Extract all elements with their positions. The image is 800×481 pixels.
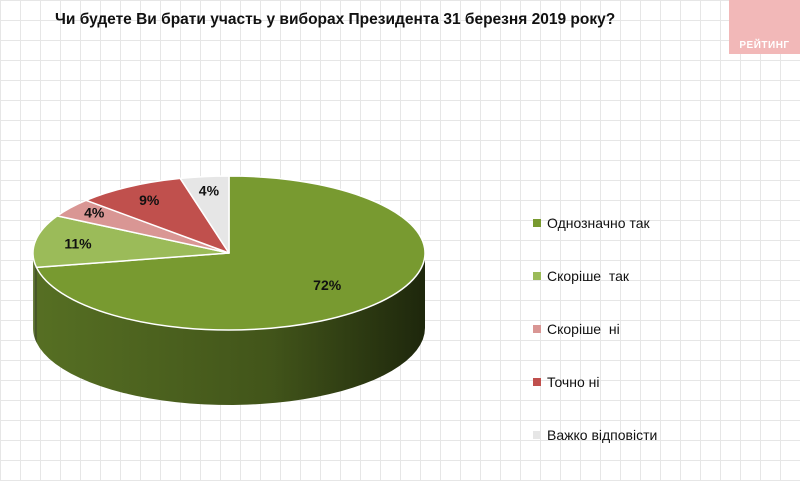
legend-label-1: Однозначно так bbox=[547, 214, 650, 231]
slice-value-label-2: 11% bbox=[64, 236, 92, 252]
legend-swatch-1 bbox=[533, 218, 541, 227]
pie-slice-5 bbox=[179, 175, 230, 254]
pie-labels: 72% 11% 4% 9% 4% bbox=[64, 182, 341, 293]
legend-label-2: Скоріше так bbox=[547, 267, 630, 284]
legend-swatch-3 bbox=[533, 324, 541, 333]
legend-swatch-4 bbox=[533, 377, 541, 386]
brand-logo: РЕЙТИНГ bbox=[729, 0, 800, 54]
pie-side-2 bbox=[33, 253, 37, 343]
legend-swatch-5 bbox=[533, 430, 541, 439]
slice-value-label-4: 9% bbox=[139, 192, 160, 208]
pie-slice-2 bbox=[32, 215, 230, 269]
legend-item-3: Скоріше ні bbox=[533, 302, 657, 355]
legend-label-5: Важко відповісти bbox=[547, 426, 658, 443]
legend-swatch-2 bbox=[533, 271, 541, 280]
chart-title: Чи будете Ви брати участь у виборах През… bbox=[55, 11, 616, 28]
legend-item-4: Точно ні bbox=[533, 355, 657, 408]
pie-side-1 bbox=[36, 253, 425, 405]
logo-text: РЕЙТИНГ bbox=[739, 40, 790, 51]
pie-top bbox=[32, 175, 426, 331]
legend-item-1: Однозначно так bbox=[533, 196, 657, 249]
slice-value-label-5: 4% bbox=[199, 182, 220, 198]
legend-label-4: Точно ні bbox=[547, 373, 600, 390]
legend-item-5: Важко відповісти bbox=[533, 408, 657, 461]
pie-side bbox=[33, 253, 425, 405]
pie-slice-4 bbox=[85, 177, 230, 254]
legend-item-2: Скоріше так bbox=[533, 249, 657, 302]
slice-value-label-1: 72% bbox=[313, 277, 342, 293]
legend: Однозначно так Скоріше так Скоріше ні То… bbox=[533, 196, 657, 461]
slice-value-label-3: 4% bbox=[84, 205, 105, 221]
legend-label-3: Скоріше ні bbox=[547, 320, 620, 337]
pie-slice-1 bbox=[35, 175, 426, 331]
